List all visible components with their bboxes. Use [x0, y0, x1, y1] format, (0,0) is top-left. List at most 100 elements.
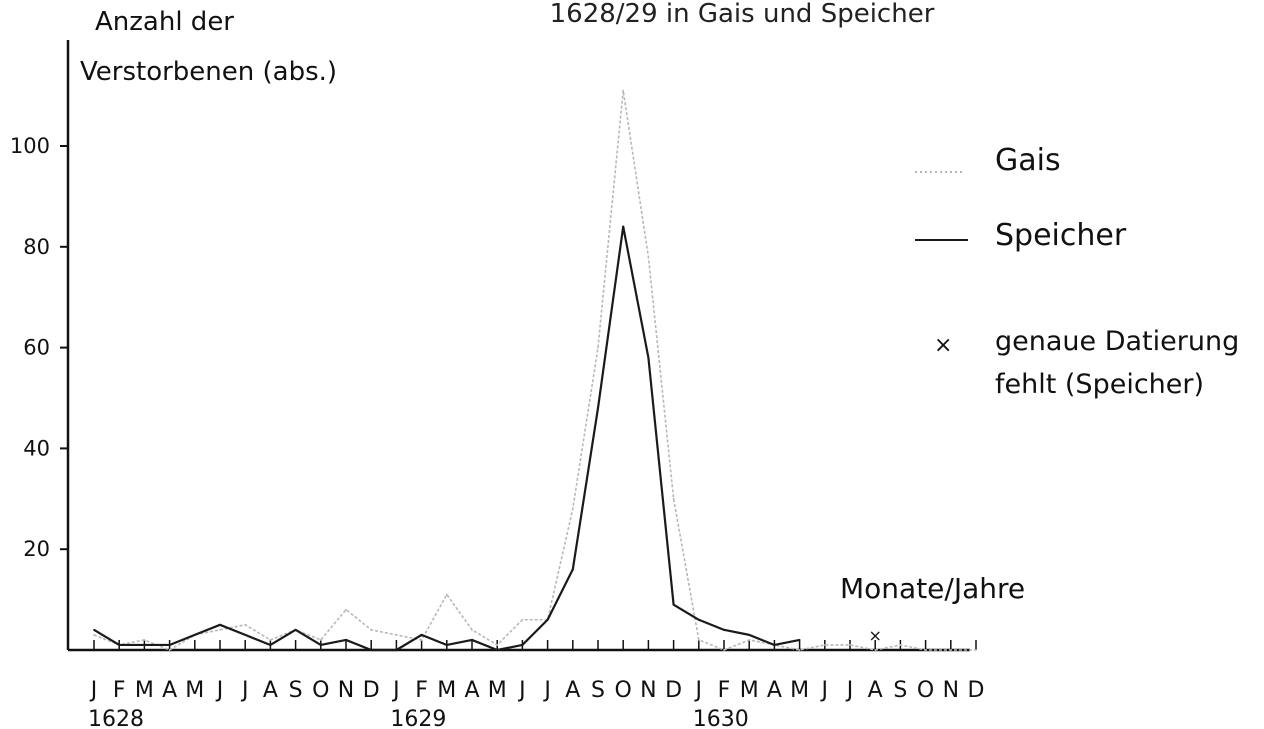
speicher-data-point — [219, 623, 221, 626]
x-tick-label: J — [542, 678, 551, 703]
speicher-data-point — [748, 633, 751, 636]
gais-data-point — [319, 639, 322, 641]
legend-undated-symbol: × — [934, 333, 952, 358]
y-tick-label: 60 — [23, 336, 50, 360]
series-layer: × — [93, 89, 977, 652]
speicher-series-line — [93, 225, 800, 652]
gais-data-point — [521, 618, 524, 621]
gais-data-point — [395, 633, 398, 636]
legend: Gais Speicher × genaue Datierung fehlt (… — [915, 143, 1239, 400]
gais-data-point — [571, 507, 574, 510]
gais-data-point — [143, 639, 146, 641]
x-tick-label: F — [718, 678, 731, 703]
speicher-data-point — [345, 639, 347, 641]
speicher-data-point — [723, 628, 725, 631]
speicher-data-point — [546, 618, 549, 621]
x-tick-label: A — [565, 678, 580, 703]
speicher-data-point — [697, 618, 700, 621]
x-tick-label: M — [437, 678, 456, 703]
x-tick-label: O — [615, 678, 632, 703]
gais-data-point — [219, 628, 221, 631]
x-tick-label: A — [464, 678, 479, 703]
x-tick-label: S — [893, 678, 907, 703]
x-tick-label: J — [845, 678, 854, 703]
gais-data-point — [697, 639, 700, 641]
gais-data-point — [748, 639, 751, 641]
x-tick-label: J — [694, 678, 703, 703]
speicher-data-point — [597, 407, 599, 409]
x-tick-label: D — [363, 678, 380, 703]
chart-title: 1628/29 in Gais und Speicher — [550, 0, 935, 29]
x-tick-label: J — [517, 678, 526, 703]
speicher-data-point — [420, 633, 423, 636]
x-tick-label: J — [240, 678, 249, 703]
speicher-data-point — [445, 644, 448, 646]
gais-data-point — [647, 255, 650, 258]
x-tick-label: J — [391, 678, 400, 703]
x-tick-label: J — [215, 678, 224, 703]
x-tick-label: N — [338, 678, 354, 703]
gais-data-point — [445, 593, 448, 596]
speicher-data-point — [143, 644, 146, 646]
legend-gais-label: Gais — [995, 143, 1061, 178]
y-tick-label: 20 — [23, 537, 50, 561]
gais-data-point — [420, 639, 423, 641]
x-tick-label: O — [917, 678, 934, 703]
x-tick-label: A — [868, 678, 883, 703]
gais-data-point — [622, 89, 625, 92]
x-ticks: J F M A M J J A S O N D J F M A M J J A S O N D J F M A M J J A S O N D1628… — [88, 640, 984, 729]
x-tick-label: F — [113, 678, 126, 703]
speicher-data-point — [319, 644, 322, 646]
gais-data-point — [269, 639, 272, 641]
speicher-data-point — [93, 628, 95, 631]
y-ticks: 20 40 60 80 100 — [10, 134, 68, 561]
gais-data-point — [244, 623, 247, 626]
gais-data-point — [924, 649, 927, 651]
gais-data-point — [975, 649, 977, 651]
speicher-data-point — [672, 603, 675, 606]
speicher-data-point — [496, 649, 499, 651]
gais-data-point — [823, 644, 826, 646]
speicher-data-point — [168, 644, 171, 646]
speicher-data-point — [622, 225, 625, 228]
x-tick-label: D — [665, 678, 682, 703]
speicher-data-point — [647, 356, 650, 359]
y-axis-label-line1: Anzahl der — [95, 7, 234, 37]
gais-data-point — [874, 649, 877, 651]
y-tick-label: 80 — [23, 235, 50, 259]
year-label: 1628 — [88, 707, 144, 729]
x-tick-label: J — [820, 678, 829, 703]
gais-series-line — [93, 89, 976, 651]
speicher-data-point — [571, 568, 574, 571]
speicher-data-point — [370, 649, 373, 651]
gais-data-point — [93, 633, 95, 636]
x-tick-label: D — [968, 678, 985, 703]
x-axis-label: Monate/Jahre — [840, 572, 1025, 605]
x-tick-label: M — [488, 678, 507, 703]
gais-data-point — [949, 649, 952, 651]
gais-data-point — [723, 649, 725, 651]
gais-data-point — [798, 649, 801, 651]
gais-data-point — [899, 644, 902, 646]
gais-data-point — [597, 346, 599, 349]
y-tick-label: 40 — [23, 436, 50, 460]
speicher-data-point — [798, 639, 801, 641]
speicher-data-point — [244, 633, 247, 636]
x-tick-label: J — [89, 678, 98, 703]
gais-data-point — [496, 644, 499, 646]
x-tick-label: N — [943, 678, 959, 703]
legend-undated-label-line2: fehlt (Speicher) — [995, 369, 1204, 400]
speicher-data-point — [294, 628, 297, 631]
speicher-data-point — [471, 639, 473, 641]
gais-data-point — [370, 628, 373, 631]
year-label: 1629 — [390, 707, 446, 729]
gais-data-point — [345, 608, 347, 611]
speicher-data-point — [773, 644, 776, 646]
y-axis-label-line2: Verstorbenen (abs.) — [80, 57, 337, 87]
x-tick-label: F — [415, 678, 428, 703]
gais-data-point — [672, 497, 675, 500]
y-tick-label: 100 — [10, 134, 50, 158]
speicher-data-point — [118, 644, 121, 646]
gais-data-point — [168, 649, 171, 651]
